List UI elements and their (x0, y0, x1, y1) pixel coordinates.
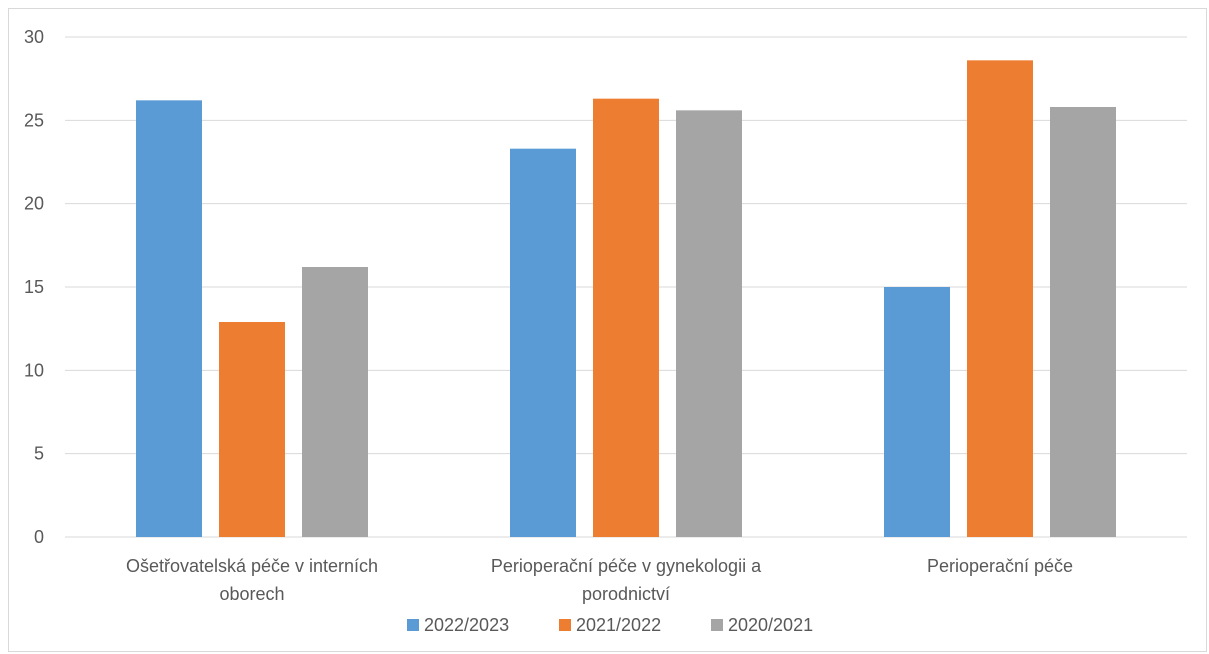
category-label: oborech (219, 584, 284, 604)
bar-2022-2023-cat3 (884, 287, 950, 537)
category-label: Perioperační péče v gynekologii a (491, 556, 762, 576)
bar-2020-2021-cat1 (302, 267, 368, 537)
y-tick-label: 5 (34, 444, 44, 464)
bar-2020-2021-cat2 (676, 110, 742, 537)
category-label: Ošetřovatelská péče v interních (126, 556, 378, 576)
bar-2022-2023-cat2 (510, 148, 576, 537)
y-tick-label: 30 (24, 27, 44, 47)
x-axis-category-labels: Ošetřovatelská péče v interních oborech Pe… (126, 556, 1073, 604)
legend: 2022/2023 2021/2022 2020/2021 (407, 615, 813, 635)
y-axis-tick-labels: 0 5 10 15 20 25 30 (24, 27, 44, 547)
bars (136, 60, 1116, 538)
bar-2021-2022-cat1 (219, 322, 285, 537)
legend-label: 2021/2022 (576, 615, 661, 635)
legend-swatch-2020-2021 (711, 619, 723, 631)
y-tick-label: 25 (24, 110, 44, 130)
y-tick-label: 0 (34, 527, 44, 547)
category-label: porodnictví (582, 584, 670, 604)
y-tick-label: 10 (24, 360, 44, 380)
legend-label: 2022/2023 (424, 615, 509, 635)
legend-label: 2020/2021 (728, 615, 813, 635)
bar-2020-2021-cat3 (1050, 107, 1116, 537)
legend-swatch-2022-2023 (407, 619, 419, 631)
category-label: Perioperační péče (927, 556, 1073, 576)
bar-2022-2023-cat1 (136, 100, 202, 537)
bar-2021-2022-cat3 (967, 60, 1033, 537)
y-tick-label: 15 (24, 277, 44, 297)
bar-2021-2022-cat2 (593, 98, 659, 538)
y-tick-label: 20 (24, 194, 44, 214)
legend-swatch-2021-2022 (559, 619, 571, 631)
